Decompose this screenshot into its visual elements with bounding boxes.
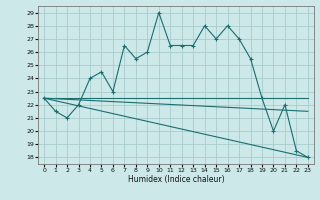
X-axis label: Humidex (Indice chaleur): Humidex (Indice chaleur) xyxy=(128,175,224,184)
